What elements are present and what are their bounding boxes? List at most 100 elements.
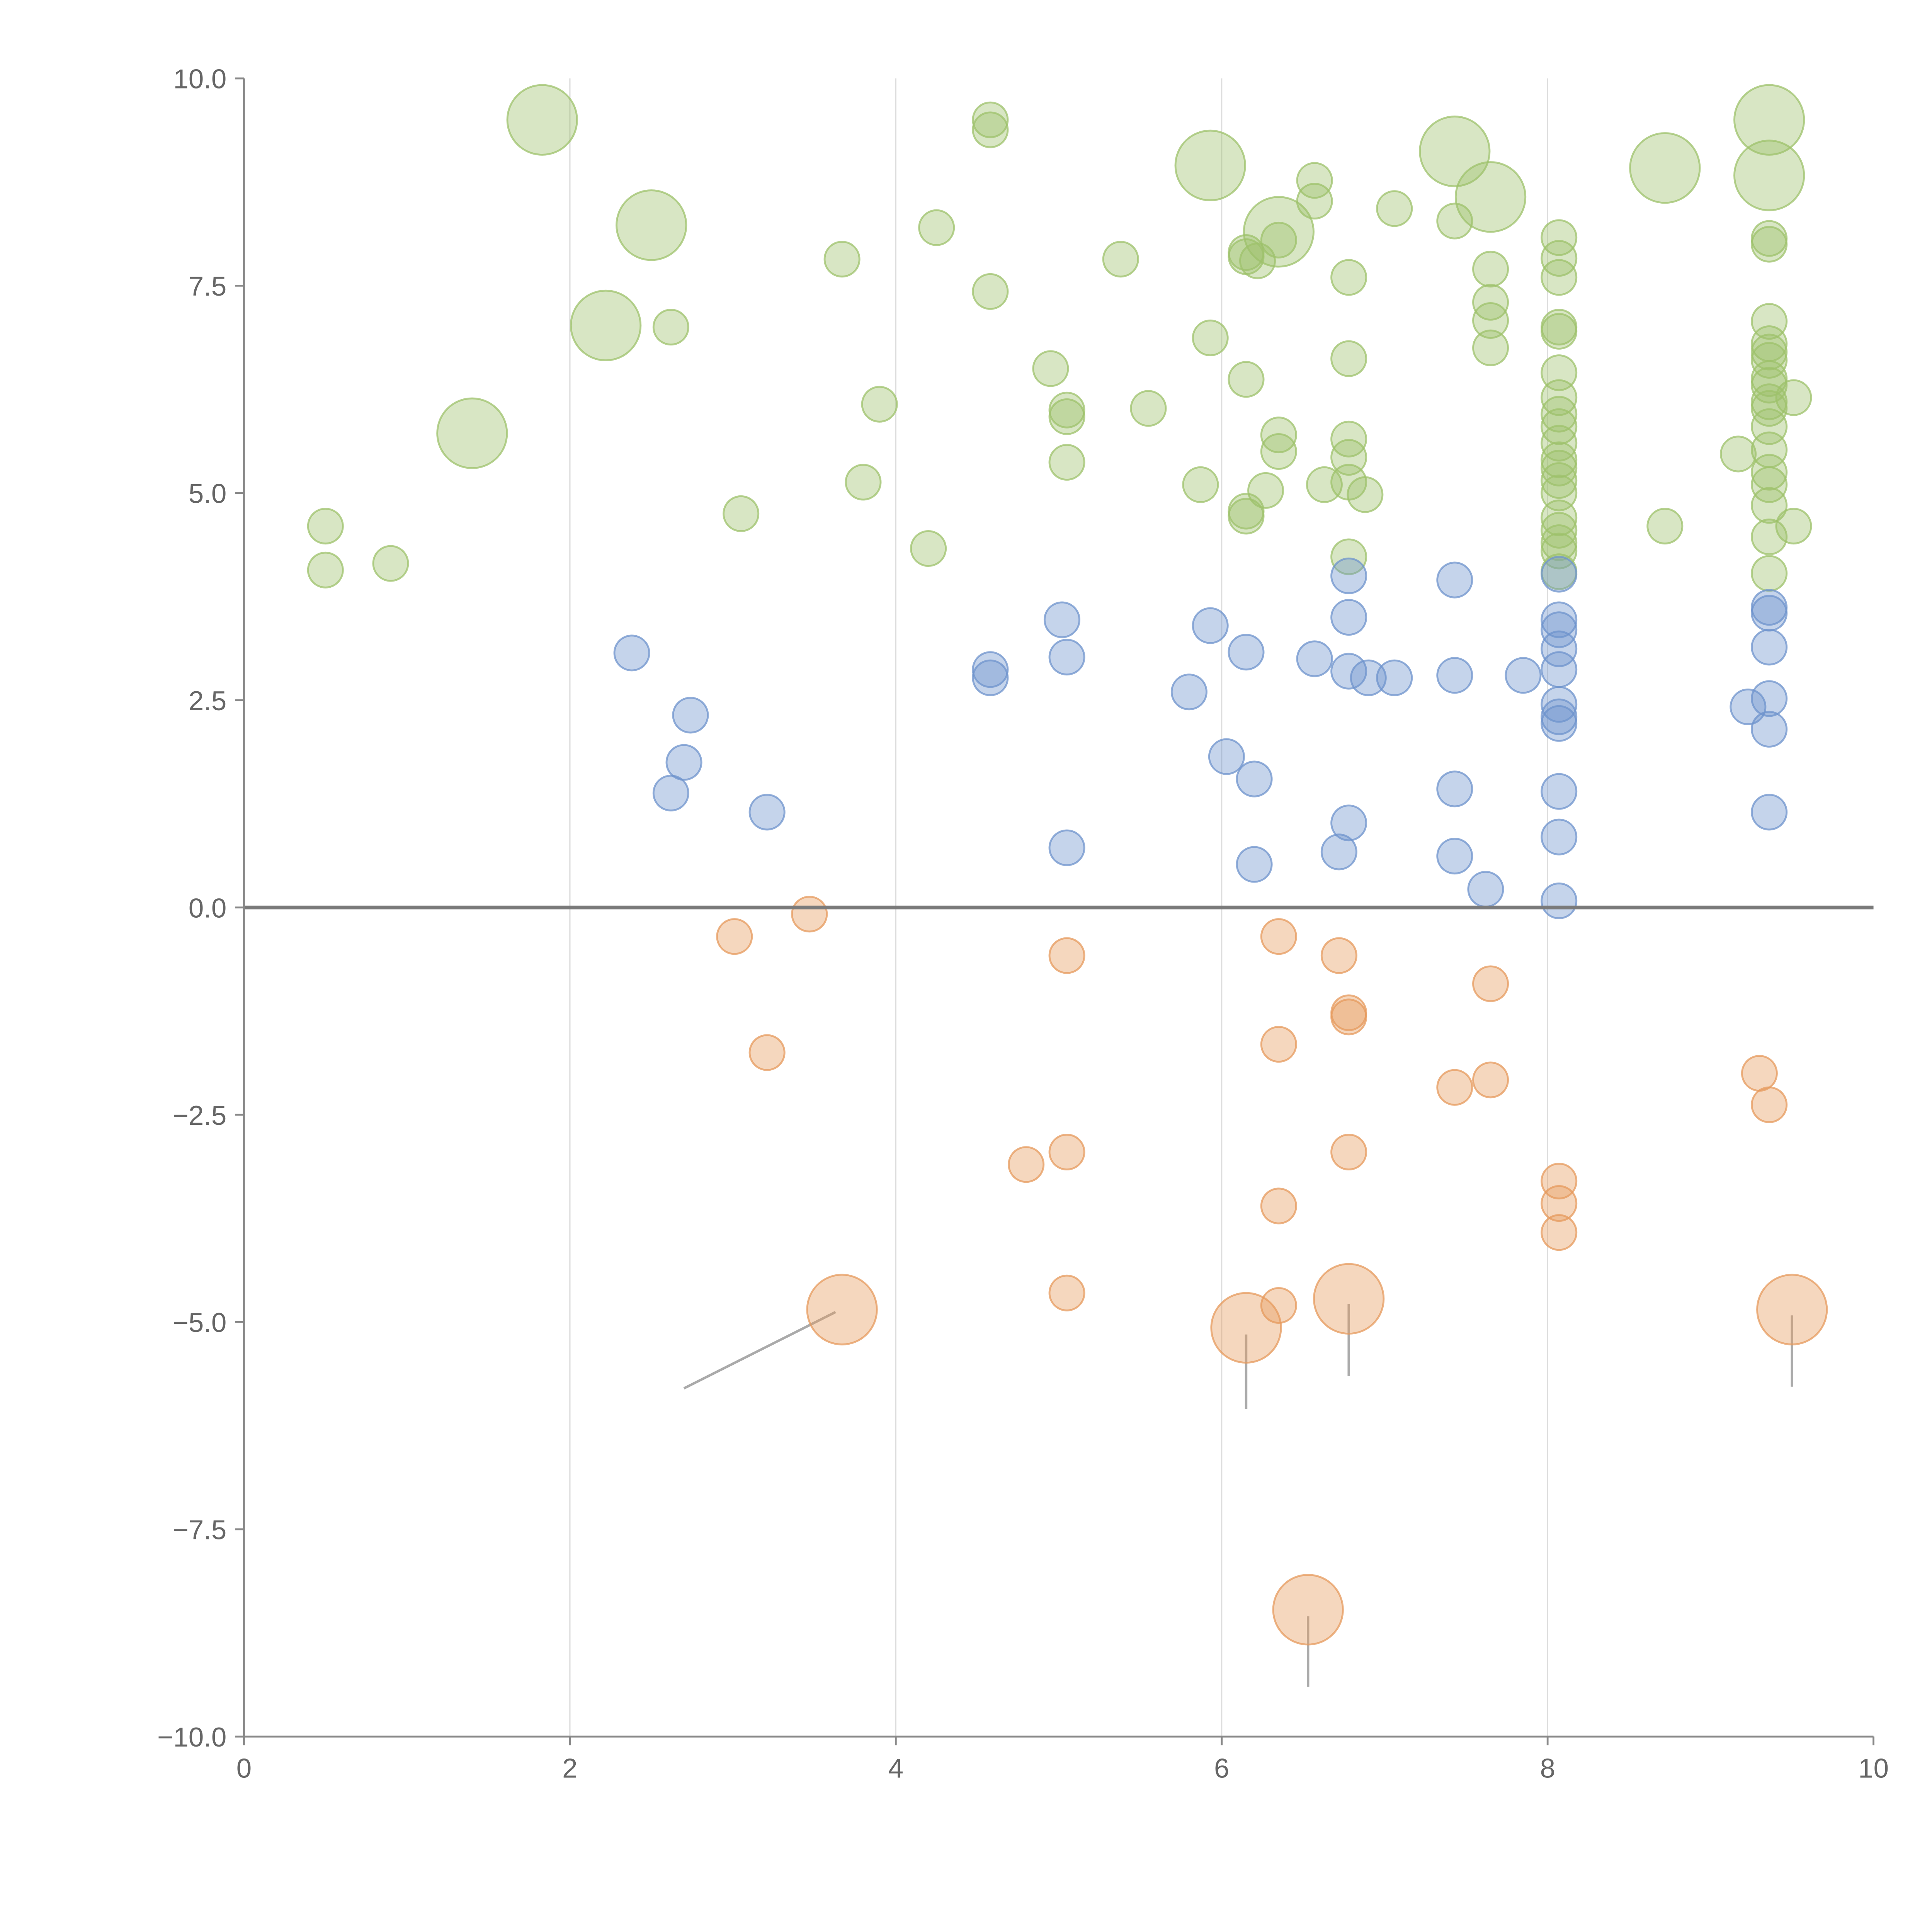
bubble-high <box>1751 333 1788 371</box>
bubble-high <box>506 84 578 156</box>
bubble-low <box>1313 1263 1385 1335</box>
bubble-high <box>1048 444 1085 481</box>
bubble-high <box>1541 219 1578 256</box>
x-tick-label: 8 <box>1540 1753 1555 1784</box>
bubble-high <box>1751 454 1788 491</box>
bubble-mid <box>1320 833 1357 871</box>
bubble-high <box>1733 84 1805 156</box>
bubble-low <box>1320 937 1357 974</box>
bubble-high <box>1472 302 1509 339</box>
bubble-high <box>436 397 508 469</box>
bubble-high <box>1472 250 1509 287</box>
bubble-mid <box>1236 760 1273 798</box>
bubble-high <box>307 508 344 545</box>
bubble-high <box>1751 518 1788 556</box>
bubble-mid <box>1436 657 1473 694</box>
bubble-mid <box>1350 659 1387 696</box>
bubble-mid <box>652 774 689 812</box>
bubble-mid <box>1541 556 1578 593</box>
axes: 0 2 4 6 8 10 10.0 7.5 5.0 2.5 0.0 −2.5 −5.0 −7.5 −10.0 <box>157 64 1889 1784</box>
bubble-low <box>1272 1574 1344 1646</box>
bubble-mid <box>1751 595 1788 632</box>
bubble-mid <box>1330 804 1367 842</box>
x-tick-label: 2 <box>562 1753 577 1784</box>
y-tick-label: 10.0 <box>173 64 226 95</box>
bubble-high <box>1541 313 1578 350</box>
bubble-high <box>972 273 1009 310</box>
bubble-low <box>1260 1187 1297 1225</box>
y-tick-label: −10.0 <box>157 1722 226 1753</box>
bubble-low <box>748 1034 786 1071</box>
bubble-mid <box>1751 629 1788 666</box>
bubble-mid <box>1330 653 1367 690</box>
bubble-high <box>1296 182 1333 220</box>
bubble-low <box>1751 1086 1788 1123</box>
bubble-high <box>823 241 861 278</box>
bubble-high <box>1330 259 1367 296</box>
bubble-mid <box>1541 651 1578 688</box>
bubble-low <box>1260 1026 1297 1063</box>
x-tick-label: 6 <box>1214 1753 1229 1784</box>
bubble-high <box>1541 259 1578 296</box>
bubble-high <box>1751 487 1788 524</box>
bubble-high <box>1436 202 1473 240</box>
bubble-high <box>1646 508 1684 545</box>
bubble-low <box>1436 1069 1473 1106</box>
bubble-mid <box>1541 611 1578 648</box>
bubble-high <box>1541 462 1578 499</box>
bubble-low <box>1472 965 1509 1002</box>
bubble-high <box>1751 226 1788 263</box>
bubble-mid <box>1208 738 1245 775</box>
bubble-high <box>1629 132 1701 204</box>
bubble-high <box>1541 396 1578 433</box>
bubble-high <box>307 551 344 588</box>
bubble-mid <box>1730 688 1767 725</box>
bubble-mid <box>665 744 702 781</box>
bubble-mid <box>1436 838 1473 875</box>
bubble-high <box>1541 512 1578 549</box>
bubble-mid <box>1541 686 1578 723</box>
bubble-mid <box>1541 601 1578 638</box>
bubble-low <box>1541 1214 1578 1251</box>
bubble-high <box>1174 129 1246 201</box>
bubble-high <box>723 495 760 532</box>
bubble-high <box>972 101 1009 138</box>
bubble-high <box>1751 303 1788 340</box>
y-tick-label: 0.0 <box>189 893 227 923</box>
bubble-high <box>1376 190 1413 227</box>
bubble-low <box>791 896 828 933</box>
bubble-high <box>1751 555 1788 592</box>
bubble-mid <box>1541 705 1578 742</box>
bubble-mid <box>1048 639 1085 676</box>
bubble-high <box>1751 466 1788 503</box>
bubble-mid <box>1541 882 1578 919</box>
y-tick-label: 2.5 <box>189 686 227 716</box>
bubble-mid <box>1541 630 1578 667</box>
bubble-high <box>1541 441 1578 478</box>
bubble-mid <box>672 697 709 734</box>
bubble-low <box>716 918 753 955</box>
bubble-mid <box>1192 607 1229 644</box>
bubble-high <box>910 530 947 567</box>
bubble-low <box>1541 1185 1578 1222</box>
y-tick-label: −5.0 <box>172 1308 226 1338</box>
bubble-high <box>1228 498 1265 535</box>
bubble-high <box>1419 116 1491 187</box>
bubble-low <box>1756 1274 1828 1345</box>
bubble-high <box>1347 476 1384 513</box>
bubble-high <box>1247 472 1284 509</box>
bubble-low <box>1330 1134 1367 1171</box>
bubble-mid <box>1541 773 1578 810</box>
x-tick-label: 10 <box>1858 1753 1889 1784</box>
bubble-high <box>1260 433 1297 470</box>
bubble-high <box>570 289 642 361</box>
bubble-mid <box>1296 640 1333 677</box>
bubble-high <box>918 209 955 246</box>
bubble-mid <box>1467 871 1504 908</box>
bubble-high <box>372 545 409 582</box>
bubble-high <box>1130 390 1167 427</box>
bubble-low <box>806 1274 878 1345</box>
y-tick-label: −2.5 <box>172 1100 226 1131</box>
bubble-mid <box>1376 659 1413 696</box>
